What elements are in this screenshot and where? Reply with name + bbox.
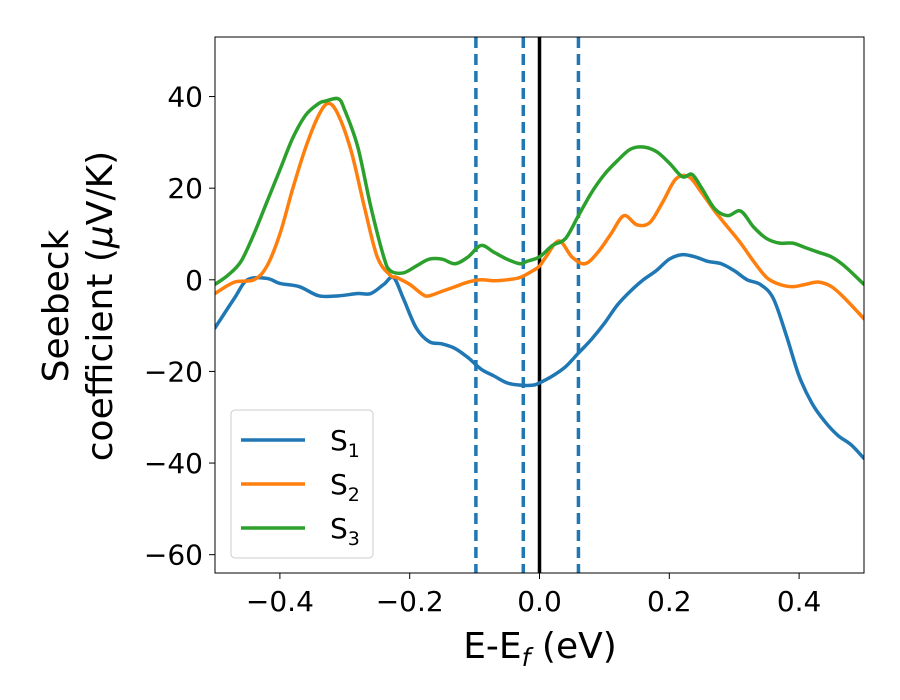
legend-label-s2: S2	[330, 468, 360, 506]
x-axis-title-unit: (eV)	[530, 626, 616, 667]
series-line-s1	[215, 252, 864, 461]
vertical-lines	[474, 37, 581, 573]
y-tick-label: −40	[144, 447, 203, 480]
series-line-s2	[215, 101, 864, 321]
y-axis-title-prefix: coefficient (	[80, 248, 121, 461]
x-axis-title: E-Ef (eV)	[463, 626, 617, 672]
y-tick-label: 0	[185, 264, 203, 297]
legend-label-s3: S3	[330, 512, 360, 550]
x-axis-title-base: E-E	[463, 626, 521, 667]
y-tick-label: −60	[144, 539, 203, 572]
series-line-s3	[215, 96, 864, 287]
y-tick-label: 40	[167, 81, 203, 114]
y-axis-title-suffix: V/K)	[80, 151, 121, 225]
x-tick-label: −0.4	[246, 585, 314, 618]
x-tick-label: −0.2	[376, 585, 444, 618]
x-axis-ticks: −0.4 −0.2 0.0 0.2 0.4	[246, 573, 821, 618]
y-axis-title-line2: coefficient (μV/K)	[80, 151, 121, 461]
y-axis-ticks: −60 −40 −20 0 20 40	[144, 81, 215, 572]
y-axis-title: Seebeck coefficient (μV/K)	[36, 151, 121, 461]
y-tick-label: −20	[144, 355, 203, 388]
legend: S1 S2 S3	[230, 409, 374, 559]
series-lines	[215, 96, 864, 461]
y-tick-label: 20	[167, 172, 203, 205]
x-tick-label: 0.2	[647, 585, 692, 618]
legend-label-s1: S1	[330, 424, 360, 462]
x-tick-label: 0.0	[517, 585, 562, 618]
y-axis-title-mu: μ	[80, 225, 121, 249]
x-tick-label: 0.4	[777, 585, 822, 618]
legend-entries: S1 S2 S3	[241, 424, 360, 550]
y-axis-title-line1: Seebeck	[36, 229, 77, 382]
